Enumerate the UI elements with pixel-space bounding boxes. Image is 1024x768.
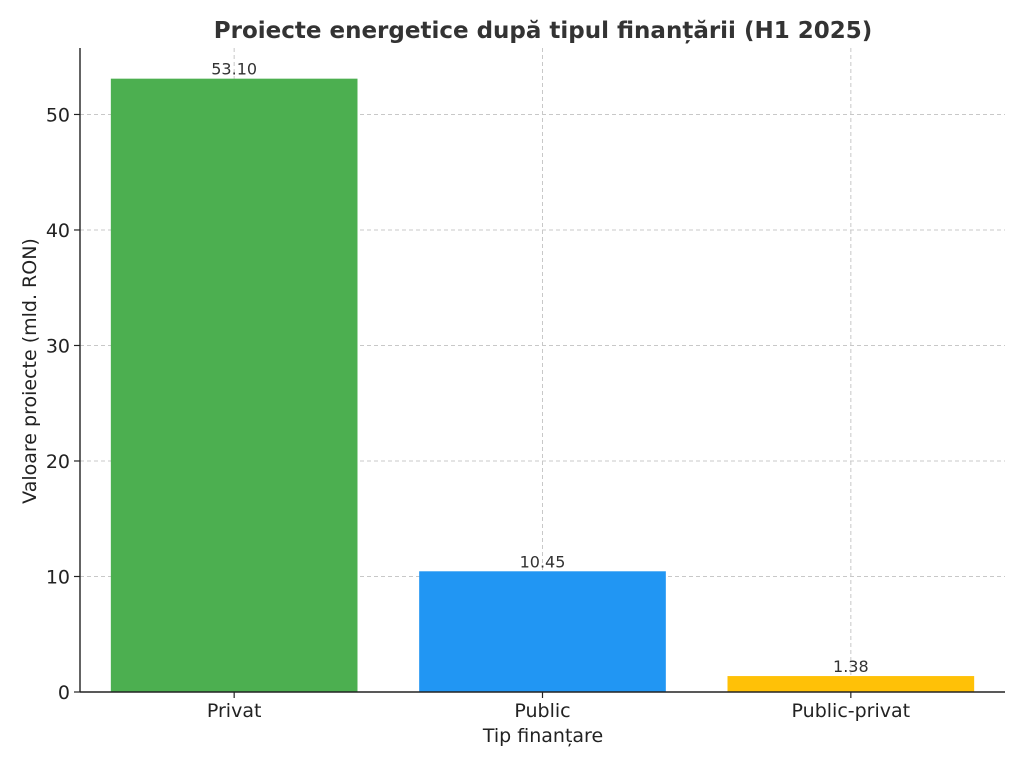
y-tick-label: 40 — [46, 220, 70, 242]
x-axis-label: Tip finanțare — [482, 725, 603, 747]
bar-value-labels: 53.10 10.45 1.38 — [211, 60, 868, 676]
y-tick-label: 20 — [46, 451, 70, 473]
y-tick-label: 0 — [58, 682, 70, 704]
y-tick-label: 30 — [46, 335, 70, 357]
bar-public-privat — [727, 676, 975, 692]
y-axis-ticks: 0 10 20 30 40 50 — [46, 104, 80, 704]
y-axis-label: Valoare proiecte (mld. RON) — [19, 238, 41, 504]
x-tick-label: Public — [514, 700, 570, 722]
bars-group — [110, 78, 975, 692]
x-tick-label: Privat — [207, 700, 262, 722]
x-axis-ticks: Privat Public Public-privat — [207, 692, 910, 722]
x-tick-label: Public-privat — [792, 700, 911, 722]
bar-value-label: 10.45 — [520, 552, 566, 571]
bar-public — [419, 571, 666, 692]
bar-value-label: 53.10 — [211, 60, 257, 79]
y-tick-label: 50 — [46, 104, 70, 126]
bar-value-label: 1.38 — [833, 657, 869, 676]
chart-title: Proiecte energetice după tipul finanțări… — [214, 18, 873, 44]
y-tick-label: 10 — [46, 566, 70, 588]
bar-privat — [110, 78, 358, 692]
